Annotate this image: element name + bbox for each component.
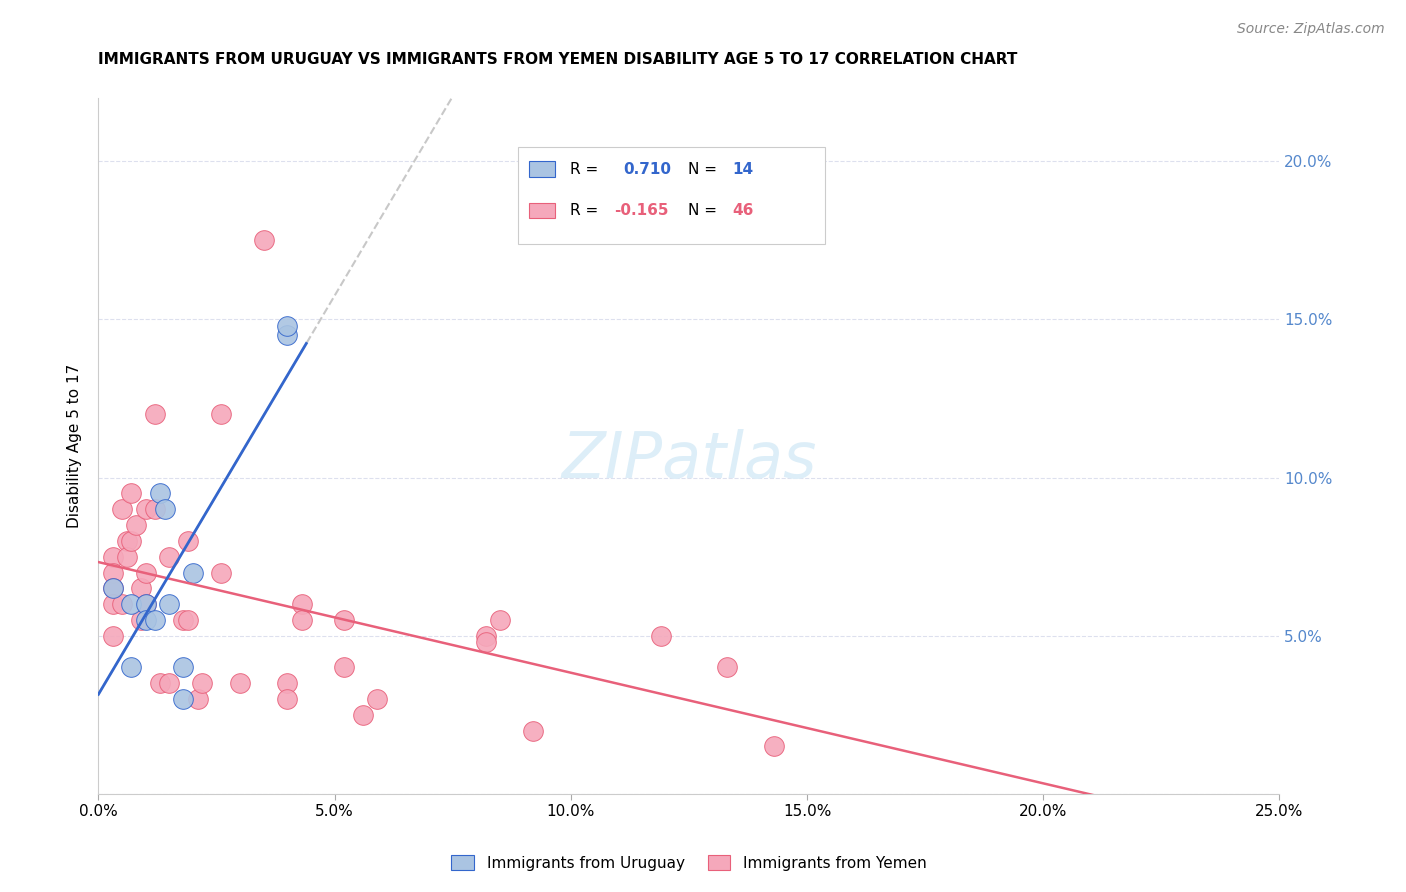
Y-axis label: Disability Age 5 to 17: Disability Age 5 to 17 bbox=[67, 364, 83, 528]
Point bbox=[522, 723, 544, 738]
Point bbox=[157, 549, 180, 564]
Point bbox=[177, 613, 200, 627]
Point bbox=[143, 408, 166, 422]
Text: 46: 46 bbox=[733, 203, 754, 219]
Point bbox=[101, 582, 124, 596]
Point bbox=[187, 692, 209, 706]
Text: Source: ZipAtlas.com: Source: ZipAtlas.com bbox=[1237, 22, 1385, 37]
Point bbox=[209, 408, 232, 422]
Point bbox=[157, 597, 180, 611]
Point bbox=[177, 533, 200, 548]
Point bbox=[101, 597, 124, 611]
Text: R =: R = bbox=[569, 203, 603, 219]
Point bbox=[143, 502, 166, 516]
Point bbox=[172, 692, 194, 706]
Point bbox=[276, 676, 298, 690]
Point bbox=[129, 613, 152, 627]
Point bbox=[352, 707, 374, 722]
Text: N =: N = bbox=[688, 161, 721, 177]
Point bbox=[172, 613, 194, 627]
Point bbox=[115, 549, 138, 564]
Point bbox=[121, 597, 143, 611]
Text: R =: R = bbox=[569, 161, 603, 177]
Point bbox=[489, 613, 512, 627]
Point bbox=[149, 676, 172, 690]
Point bbox=[157, 676, 180, 690]
Point bbox=[121, 660, 143, 674]
Point bbox=[121, 486, 143, 500]
Point bbox=[181, 566, 204, 580]
Point bbox=[475, 629, 498, 643]
Point bbox=[101, 629, 124, 643]
Point bbox=[149, 486, 172, 500]
Point bbox=[475, 635, 498, 649]
Point bbox=[276, 318, 298, 333]
Point bbox=[290, 597, 312, 611]
Point bbox=[135, 566, 157, 580]
Text: ZIPatlas: ZIPatlas bbox=[561, 429, 817, 491]
Point bbox=[135, 597, 157, 611]
Point bbox=[115, 533, 138, 548]
Point bbox=[101, 549, 124, 564]
Point bbox=[716, 660, 738, 674]
Point bbox=[333, 613, 356, 627]
Point bbox=[276, 692, 298, 706]
Legend: Immigrants from Uruguay, Immigrants from Yemen: Immigrants from Uruguay, Immigrants from… bbox=[446, 848, 932, 877]
Text: N =: N = bbox=[688, 203, 721, 219]
Point bbox=[650, 629, 672, 643]
Point bbox=[125, 518, 148, 533]
Point bbox=[135, 502, 157, 516]
Point bbox=[143, 613, 166, 627]
Bar bbox=[530, 161, 555, 177]
Point bbox=[111, 597, 134, 611]
Point bbox=[135, 597, 157, 611]
Point bbox=[366, 692, 388, 706]
Point bbox=[290, 613, 312, 627]
Point bbox=[172, 660, 194, 674]
Point bbox=[153, 502, 176, 516]
Point bbox=[253, 234, 276, 248]
Point bbox=[111, 502, 134, 516]
Text: -0.165: -0.165 bbox=[614, 203, 669, 219]
Point bbox=[191, 676, 214, 690]
Point bbox=[121, 533, 143, 548]
Bar bbox=[530, 203, 555, 219]
Point bbox=[276, 328, 298, 343]
Text: IMMIGRANTS FROM URUGUAY VS IMMIGRANTS FROM YEMEN DISABILITY AGE 5 TO 17 CORRELAT: IMMIGRANTS FROM URUGUAY VS IMMIGRANTS FR… bbox=[98, 52, 1018, 67]
Point bbox=[229, 676, 252, 690]
Text: 0.710: 0.710 bbox=[623, 161, 671, 177]
Point bbox=[209, 566, 232, 580]
Text: 14: 14 bbox=[733, 161, 754, 177]
Point bbox=[135, 613, 157, 627]
Point bbox=[129, 582, 152, 596]
Point bbox=[101, 566, 124, 580]
FancyBboxPatch shape bbox=[517, 147, 825, 244]
Point bbox=[101, 582, 124, 596]
Point bbox=[333, 660, 356, 674]
Point bbox=[762, 739, 785, 754]
